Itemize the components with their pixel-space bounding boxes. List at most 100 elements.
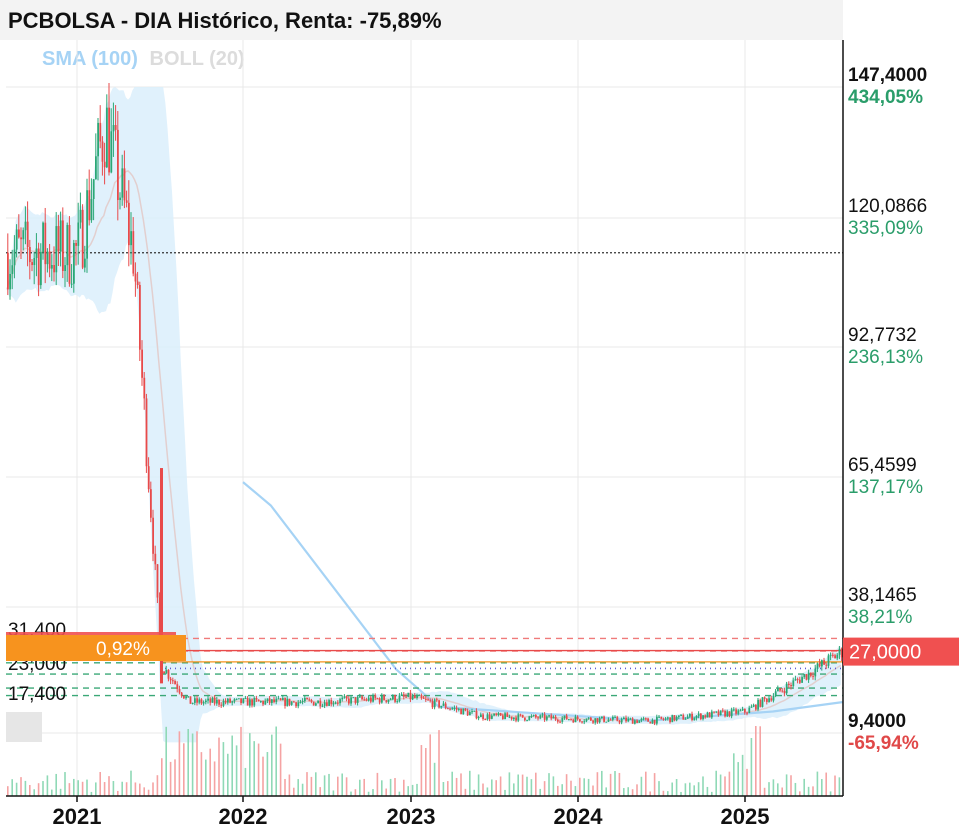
candle-body — [636, 720, 638, 723]
candle-body — [719, 710, 722, 716]
volume-bar — [482, 783, 484, 796]
volume-bar — [671, 782, 673, 796]
volume-bar — [323, 775, 326, 796]
volume-bar — [125, 782, 128, 796]
candle-body — [788, 683, 790, 686]
candle-body — [235, 698, 238, 700]
candle-body — [559, 721, 561, 723]
candle-body — [290, 701, 293, 705]
candle-body — [653, 719, 656, 724]
volume-bar — [244, 767, 247, 796]
candle-body — [612, 716, 614, 720]
candle-body — [249, 699, 251, 706]
volume-bar — [407, 786, 409, 796]
candle-body — [458, 708, 460, 710]
candle-body — [803, 674, 806, 678]
candle-body — [660, 716, 663, 719]
candle-body — [257, 699, 260, 702]
volume-bar — [447, 781, 449, 796]
volume-bar — [367, 791, 370, 796]
volume-bar — [288, 774, 291, 796]
candle-body — [513, 717, 515, 720]
candle-body — [114, 125, 117, 130]
candle-body — [354, 697, 357, 703]
candle-body — [152, 517, 154, 554]
candle-body — [334, 702, 337, 704]
candle-body — [321, 705, 324, 707]
candle-body — [493, 713, 495, 716]
volume-bar — [543, 781, 546, 796]
candle-body — [585, 718, 588, 722]
candle-body — [689, 713, 691, 717]
candle-body — [691, 713, 693, 721]
y-tick-pct: 434,05% — [848, 87, 923, 108]
volume-bar — [209, 748, 211, 796]
candle-body — [711, 711, 713, 718]
candle-body — [634, 720, 636, 724]
candle-body — [796, 679, 799, 681]
candle-body — [154, 553, 157, 565]
candle-body — [658, 716, 660, 718]
candle-body — [790, 685, 792, 687]
candle-body — [233, 699, 236, 702]
volume-bar — [389, 778, 392, 796]
candle-body — [156, 564, 159, 598]
candle-body — [141, 349, 143, 378]
volume-bar — [499, 776, 502, 796]
candle-body — [86, 190, 88, 259]
volume-bar — [130, 770, 132, 796]
candle-body — [145, 398, 148, 467]
volume-bar — [235, 745, 238, 796]
volume-bar — [464, 788, 467, 796]
candle-body — [224, 700, 227, 703]
candle-body — [209, 698, 212, 703]
x-tick-year: 2023 — [387, 804, 436, 829]
candle-body — [770, 698, 773, 701]
candle-body — [95, 156, 97, 180]
volume-bar — [218, 737, 220, 796]
candle-body — [535, 715, 537, 718]
candle-body — [310, 700, 313, 702]
candle-body — [744, 708, 746, 713]
volume-bar — [196, 731, 198, 796]
candle-body — [717, 711, 720, 716]
candle-body — [442, 703, 445, 706]
candle-body — [832, 654, 834, 656]
current-price-label: 27,0000 — [849, 642, 921, 664]
legend-sma[interactable]: SMA (100) — [42, 48, 138, 70]
candle-body — [275, 698, 278, 703]
candle-body — [840, 648, 843, 658]
candle-body — [174, 681, 176, 685]
candle-body — [700, 713, 702, 720]
candle-body — [502, 715, 504, 720]
volume-bar — [711, 791, 713, 796]
candle-body — [158, 597, 161, 638]
candle-body — [594, 718, 597, 723]
volume-bar — [86, 779, 88, 796]
candle-body — [271, 699, 273, 703]
volume-bar — [77, 780, 79, 796]
candle-body — [620, 719, 623, 723]
volume-bar — [359, 779, 361, 796]
candle-body — [508, 716, 511, 718]
candle-body — [123, 168, 126, 201]
volume-bar — [11, 779, 13, 796]
candle-body — [766, 698, 768, 702]
candle-body — [150, 489, 152, 518]
y-tick-pct: 38,21% — [848, 607, 913, 628]
volume-bar — [491, 779, 493, 796]
legend-boll[interactable]: BOLL (20) — [149, 48, 245, 70]
candle-body — [477, 717, 480, 719]
candle-body — [425, 698, 427, 700]
candle-body — [539, 715, 542, 719]
volume-bar — [253, 741, 255, 796]
bollinger-band — [7, 87, 841, 743]
candle-body — [823, 660, 825, 665]
candle-body — [372, 695, 374, 702]
candle-body — [62, 220, 64, 271]
candle-body — [218, 699, 220, 705]
candle-body — [136, 281, 139, 285]
candle-body — [453, 707, 456, 709]
candle-body — [35, 248, 38, 258]
